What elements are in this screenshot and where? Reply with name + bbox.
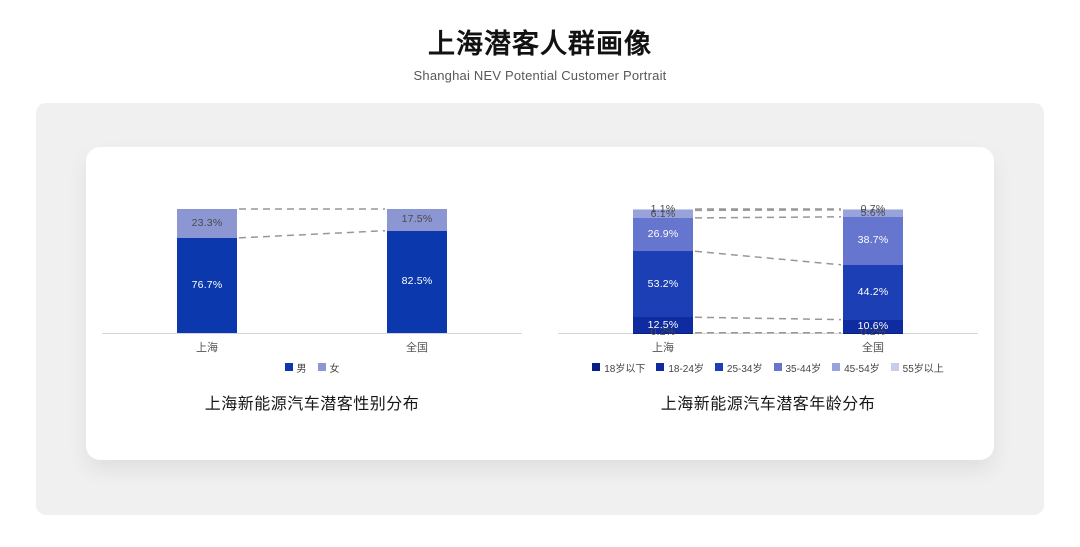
connector-dashed-line bbox=[694, 316, 842, 321]
value-label: 38.7% bbox=[857, 234, 889, 247]
legend-item: 55岁以上 bbox=[890, 360, 944, 375]
bar-segment bbox=[633, 317, 693, 333]
legend-swatch-icon bbox=[890, 363, 899, 371]
charts-row: 76.7% 23.3% 上海 82.5% 17.5% 全国 男女 上海新能源汽车潜客性别分… bbox=[86, 147, 994, 414]
legend-item: 35-44岁 bbox=[773, 360, 822, 375]
bar-segment bbox=[177, 237, 237, 333]
bar-segment bbox=[387, 230, 447, 333]
value-label: 5.6% bbox=[860, 206, 886, 219]
bar-上海 bbox=[633, 209, 693, 333]
gender-chart-legend: 男女 bbox=[102, 360, 522, 375]
legend-item: 18岁以下 bbox=[592, 360, 645, 375]
connector-lines bbox=[694, 208, 842, 334]
value-label: 0.7% bbox=[860, 202, 886, 215]
legend-swatch-icon bbox=[714, 363, 723, 371]
bar-segment bbox=[633, 217, 693, 252]
bar-segment bbox=[843, 209, 903, 210]
axis-tick-label: 全国 bbox=[862, 342, 884, 354]
bar-segment bbox=[843, 209, 903, 217]
bar-segment bbox=[843, 319, 903, 333]
value-label: 0.2% bbox=[650, 326, 676, 339]
legend-item: 18-24岁 bbox=[656, 360, 704, 375]
legend-label: 55岁以上 bbox=[902, 363, 944, 375]
age-chart-legend: 18岁以下 18-24岁 25-34岁 35-44岁 45-54岁 55岁以上 bbox=[558, 360, 978, 375]
bar-segment bbox=[177, 209, 237, 238]
axis-tick-label: 上海 bbox=[652, 342, 674, 354]
connector-dashed-line bbox=[694, 250, 842, 266]
value-label: 1.1% bbox=[650, 203, 676, 216]
legend-label: 35-44岁 bbox=[785, 363, 822, 375]
legend-swatch-icon bbox=[832, 363, 841, 371]
gender-distribution-chart: 76.7% 23.3% 上海 82.5% 17.5% 全国 男女 上海新能源汽车潜客性别分… bbox=[102, 187, 522, 414]
bar-segment bbox=[633, 210, 693, 218]
value-label: 10.6% bbox=[857, 319, 889, 332]
value-label: 44.2% bbox=[857, 285, 889, 298]
page-title: 上海潜客人群画像 bbox=[428, 29, 652, 59]
value-label: 23.3% bbox=[191, 216, 223, 229]
value-label: 0.2% bbox=[860, 326, 886, 339]
age-chart-plot: 0.2% 12.5% 53.2% 26.9% 6.1% 1.1% 上海 0.2% 10.6% 44… bbox=[558, 187, 978, 354]
bar-segment bbox=[843, 216, 903, 265]
legend-label: 45-54岁 bbox=[844, 363, 880, 375]
value-label: 12.5% bbox=[647, 318, 679, 331]
chart-card: 76.7% 23.3% 上海 82.5% 17.5% 全国 男女 上海新能源汽车潜客性别分… bbox=[86, 147, 994, 460]
value-label: 53.2% bbox=[647, 277, 679, 290]
axis-tick-label: 全国 bbox=[406, 342, 428, 354]
connector-lines bbox=[238, 208, 386, 239]
age-distribution-chart: 0.2% 12.5% 53.2% 26.9% 6.1% 1.1% 上海 0.2% 10.6% 44… bbox=[558, 187, 978, 414]
legend-swatch-icon bbox=[317, 363, 326, 371]
value-label: 6.1% bbox=[650, 207, 676, 220]
legend-item: 45-54岁 bbox=[832, 360, 880, 375]
gender-chart-plot: 76.7% 23.3% 上海 82.5% 17.5% 全国 bbox=[102, 187, 522, 354]
bar-segment bbox=[843, 264, 903, 320]
axis-tick-label: 上海 bbox=[196, 342, 218, 354]
legend-swatch-icon bbox=[773, 363, 782, 371]
legend-label: 18-24岁 bbox=[668, 363, 704, 375]
page-subtitle: Shanghai NEV Potential Customer Portrait bbox=[413, 68, 667, 83]
legend-label: 18岁以下 bbox=[604, 363, 646, 375]
bar-全国 bbox=[843, 209, 903, 333]
legend-swatch-icon bbox=[656, 363, 665, 371]
connector-dashed-line bbox=[694, 216, 842, 219]
legend-item: 女 bbox=[317, 360, 340, 375]
legend-swatch-icon bbox=[284, 363, 293, 371]
content-panel: 76.7% 23.3% 上海 82.5% 17.5% 全国 男女 上海新能源汽车潜客性别分… bbox=[36, 103, 1044, 515]
legend-label: 男 bbox=[296, 363, 307, 375]
age-chart-caption: 上海新能源汽车潜客年龄分布 bbox=[660, 396, 876, 413]
bar-segment bbox=[633, 251, 693, 318]
page-header: 上海潜客人群画像 Shanghai NEV Potential Customer… bbox=[0, 22, 1080, 83]
value-label: 82.5% bbox=[401, 275, 433, 288]
bar-segment bbox=[387, 209, 447, 231]
value-label: 26.9% bbox=[647, 228, 679, 241]
bar-上海 bbox=[177, 209, 237, 333]
value-label: 76.7% bbox=[191, 278, 223, 291]
bar-全国 bbox=[387, 209, 447, 333]
legend-item: 男 bbox=[284, 360, 307, 375]
gender-chart-caption: 上海新能源汽车潜客性别分布 bbox=[204, 396, 420, 413]
legend-label: 女 bbox=[329, 363, 340, 375]
legend-item: 25-34岁 bbox=[714, 360, 763, 375]
connector-dashed-line bbox=[238, 229, 386, 239]
legend-swatch-icon bbox=[592, 363, 601, 371]
value-label: 17.5% bbox=[401, 213, 433, 226]
bar-segment bbox=[633, 209, 693, 211]
legend-label: 25-34岁 bbox=[726, 363, 763, 375]
